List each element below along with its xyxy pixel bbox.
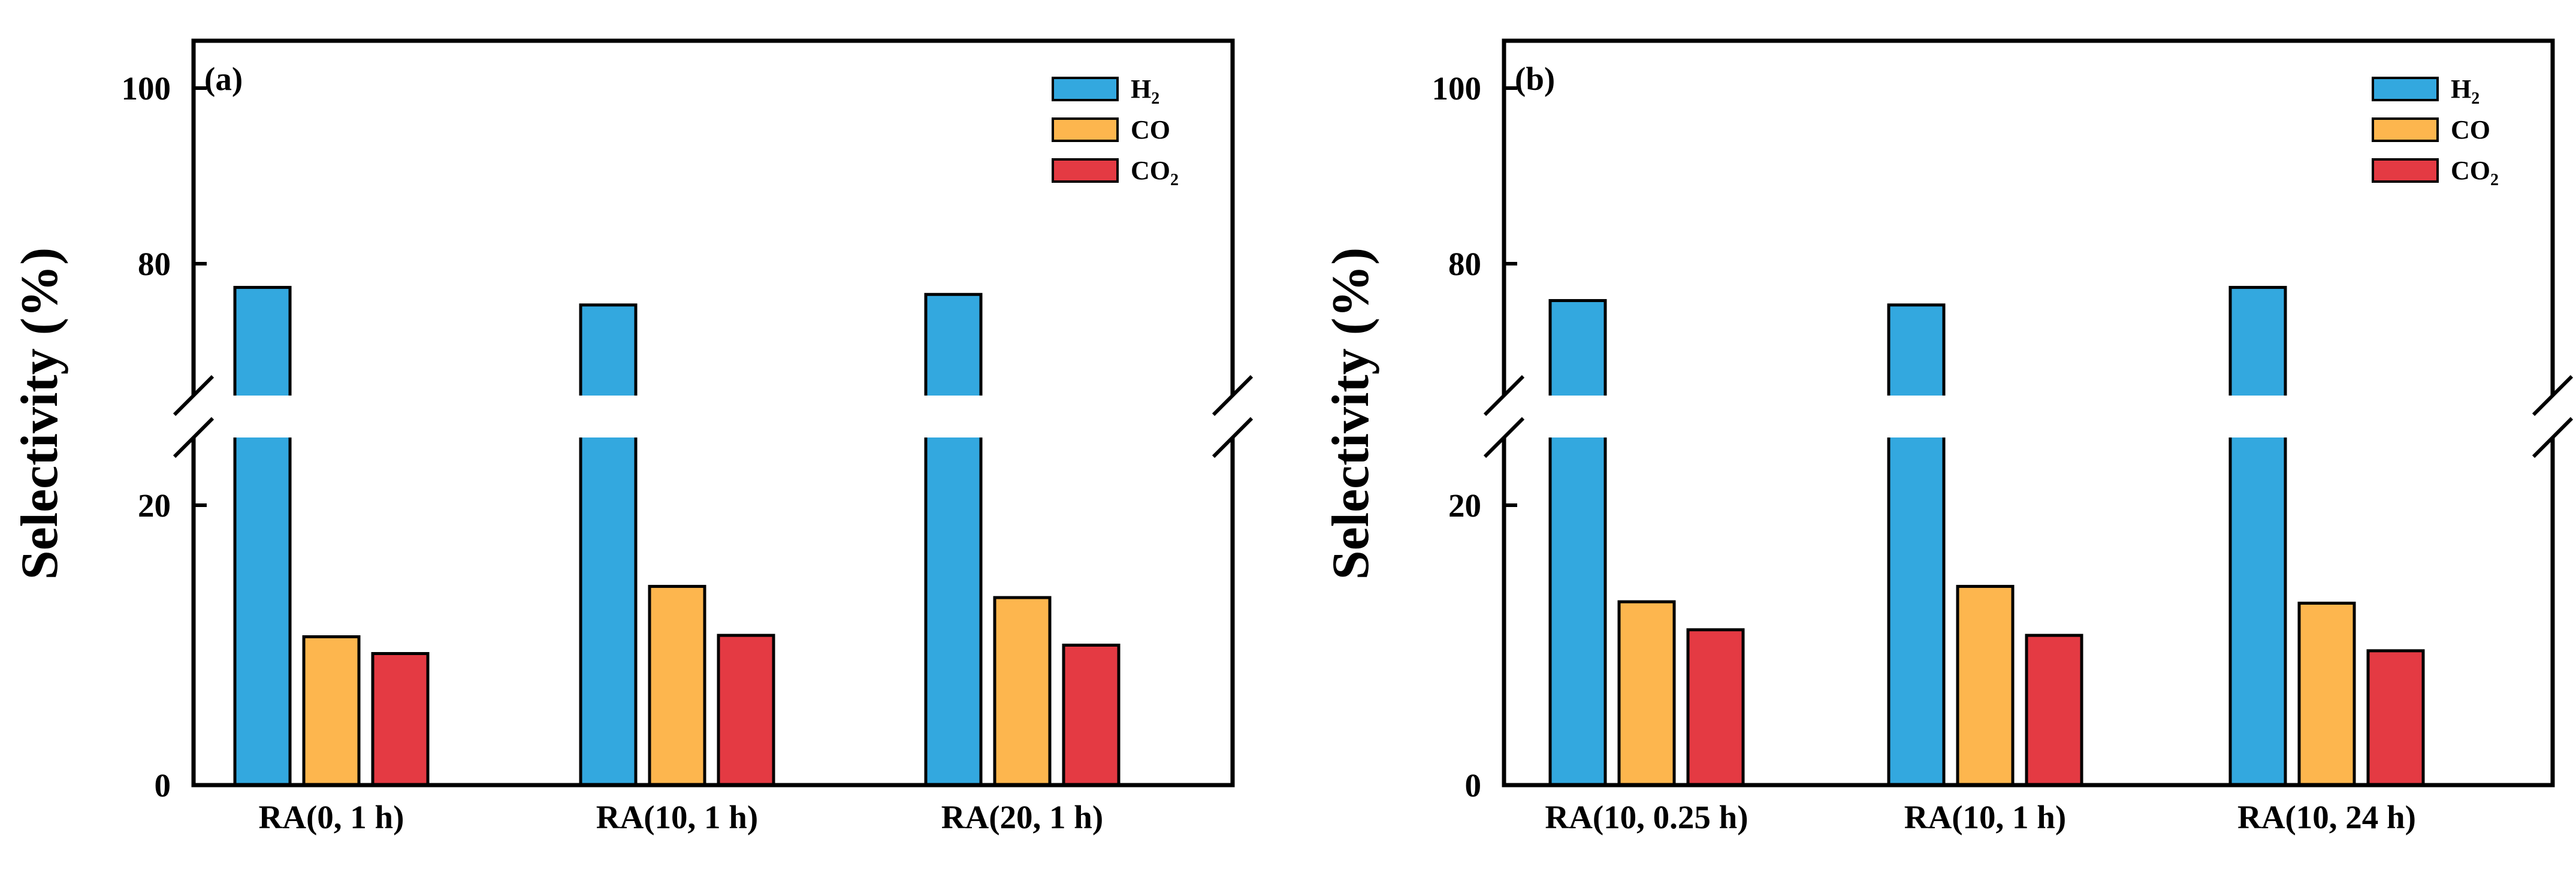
legend-label-co: CO [1131, 115, 1170, 144]
bar-h2-3 [924, 292, 983, 787]
legend-swatch-h2 [2372, 77, 2439, 101]
bar-co2-3 [2366, 649, 2425, 787]
bar-co2-1 [371, 652, 430, 787]
chart-panel-a: RA(0, 1 h) RA(10, 1 h) RA(20, 1 h) 0 20 80 100… [11, 38, 1254, 835]
panel-label: (a) [204, 61, 243, 97]
y-axis-title: Selectivity (%) [11, 248, 69, 580]
y-tick-label: 100 [1432, 70, 1482, 107]
legend-label-h2: H2 [1131, 74, 1159, 108]
legend-swatch-co2 [1052, 158, 1119, 183]
bar-break-gap [922, 396, 985, 437]
bar-co-2 [648, 584, 706, 787]
legend-label-co2: CO2 [2451, 156, 2499, 189]
bar-co-3 [2297, 601, 2356, 787]
y-tick-label: 80 [138, 246, 171, 282]
category-label: RA(0, 1 h) [259, 799, 404, 835]
axis-break-mark-left [173, 417, 215, 458]
y-tick-label: 0 [155, 767, 171, 804]
panel-label: (b) [1515, 61, 1555, 97]
category-label: RA(10, 1 h) [596, 799, 758, 835]
legend: H2 CO CO2 [1052, 74, 1179, 189]
category-label: RA(10, 0.25 h) [1545, 799, 1748, 835]
bar-h2-1 [233, 286, 292, 787]
legend-swatch-co [2372, 117, 2439, 142]
bar-break-gap [1885, 396, 1947, 437]
legend-swatch-h2 [1052, 77, 1119, 101]
bar-co2-2 [717, 633, 775, 787]
bar-h2-2 [579, 303, 638, 787]
bar-break-gap [577, 396, 639, 437]
chart-panel-b: RA(10, 0.25 h) RA(10, 1 h) RA(10, 24 h) 0 20… [1322, 38, 2574, 835]
category-label: RA(10, 24 h) [2237, 799, 2416, 835]
bar-h2-1 [1548, 299, 1607, 787]
y-tick-label: 0 [1465, 767, 1482, 804]
axis-break-mark-right [2532, 375, 2574, 417]
legend-label-h2: H2 [2451, 74, 2480, 108]
axis-break-mark-left [1483, 375, 1525, 417]
bar-break-gap [2227, 396, 2289, 437]
axis-break-mark-left [173, 375, 215, 417]
axis-break-mark-right [2532, 417, 2574, 458]
y-axis-title: Selectivity (%) [1322, 248, 1380, 580]
bar-break-gap [1547, 396, 1609, 437]
bar-co2-3 [1062, 644, 1121, 787]
y-tick-label: 20 [138, 487, 171, 524]
bar-co-1 [1617, 600, 1676, 787]
bar-co-2 [1956, 584, 2015, 787]
bar-co-3 [993, 596, 1052, 787]
y-tick-label: 20 [1448, 487, 1481, 524]
bar-co2-1 [1686, 628, 1745, 787]
legend-swatch-co [1052, 117, 1119, 142]
legend-label-co: CO [2451, 115, 2490, 144]
y-tick-label: 80 [1448, 246, 1481, 282]
bar-co2-2 [2025, 633, 2083, 787]
bar-h2-3 [2228, 286, 2287, 787]
legend-label-co2: CO2 [1131, 156, 1179, 189]
bar-h2-2 [1887, 303, 1946, 787]
axis-break-mark-right [1212, 417, 1254, 458]
category-label: RA(10, 1 h) [1904, 799, 2066, 835]
y-tick-label: 100 [122, 70, 171, 107]
bar-co-1 [302, 635, 361, 787]
bar-break-gap [231, 396, 294, 437]
axis-break-mark-right [1212, 375, 1254, 417]
axis-break-mark-left [1483, 417, 1525, 458]
legend-swatch-co2 [2372, 158, 2439, 183]
legend: H2 CO CO2 [2372, 74, 2499, 189]
category-label: RA(20, 1 h) [941, 799, 1103, 835]
